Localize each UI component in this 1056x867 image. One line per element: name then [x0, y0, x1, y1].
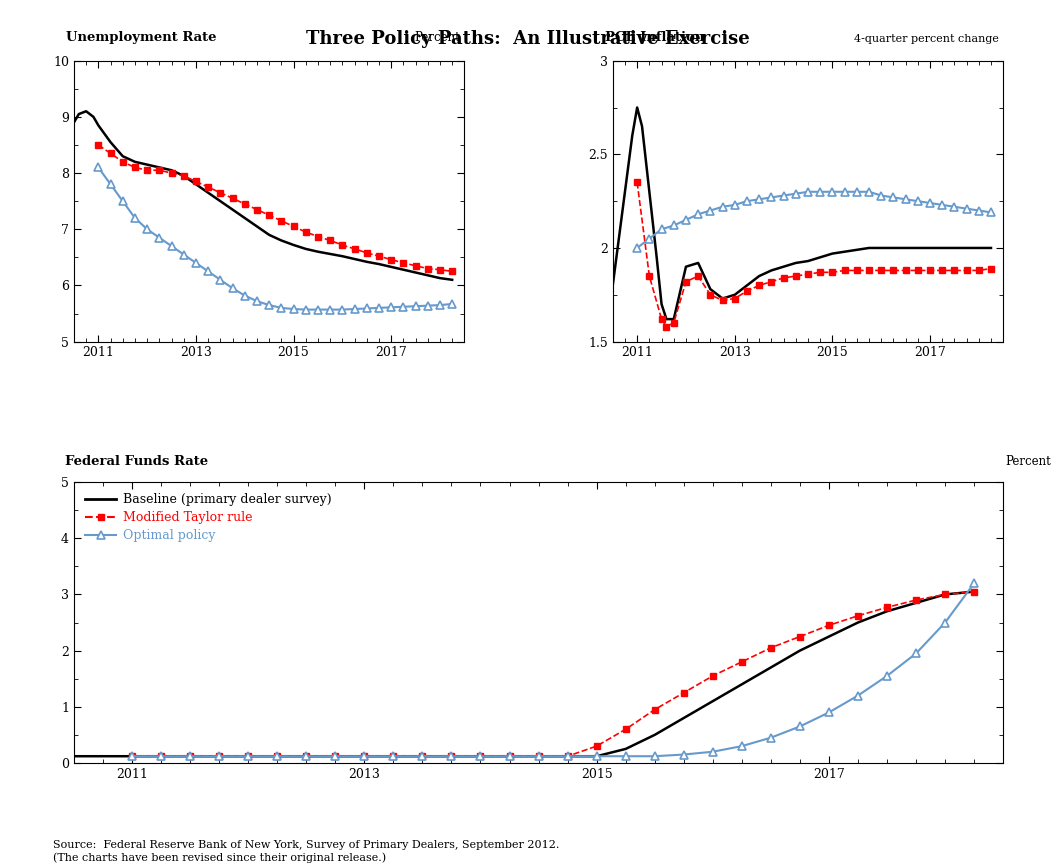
Text: PCE Inflation: PCE Inflation	[605, 31, 704, 44]
Legend: Baseline (primary dealer survey), Modified Taylor rule, Optimal policy: Baseline (primary dealer survey), Modifi…	[80, 488, 336, 547]
Text: Source:  Federal Reserve Bank of New York, Survey of Primary Dealers, September : Source: Federal Reserve Bank of New York…	[53, 840, 560, 863]
Text: Three Policy Paths:  An Illustrative Exercise: Three Policy Paths: An Illustrative Exer…	[306, 30, 750, 49]
Text: Percent: Percent	[415, 31, 460, 44]
Text: Percent: Percent	[1005, 455, 1051, 468]
Text: Federal Funds Rate: Federal Funds Rate	[64, 455, 208, 468]
Text: 4-quarter percent change: 4-quarter percent change	[854, 34, 999, 44]
Text: Unemployment Rate: Unemployment Rate	[67, 31, 216, 44]
